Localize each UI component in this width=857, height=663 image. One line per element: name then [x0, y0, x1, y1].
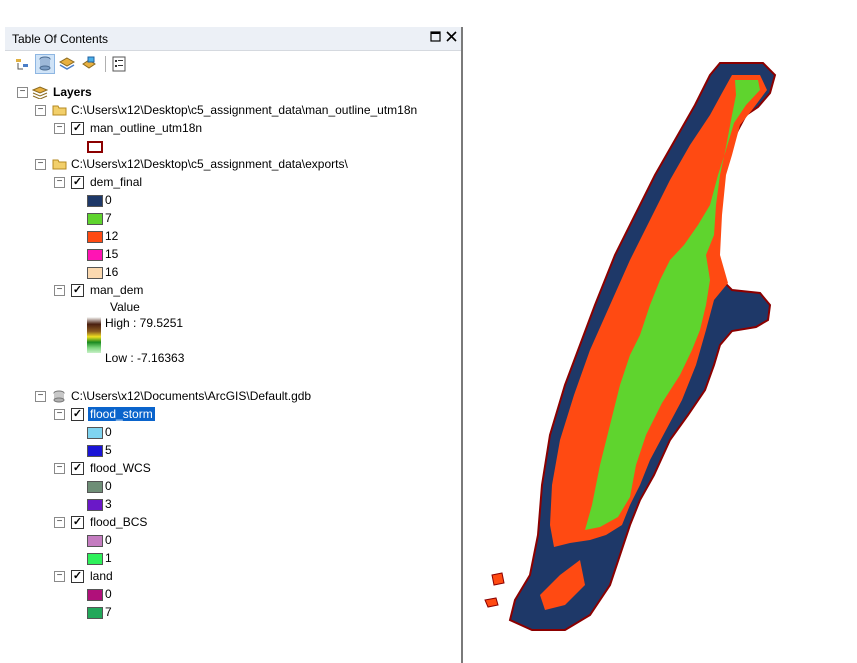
folder-icon	[52, 158, 67, 170]
color-ramp	[87, 317, 101, 353]
geodatabase-icon	[52, 390, 66, 403]
legend-swatch	[87, 213, 103, 225]
legend-swatch	[87, 267, 103, 279]
layer-visibility-checkbox[interactable]: ✓	[71, 408, 84, 421]
layer-visibility-checkbox[interactable]: ✓	[71, 570, 84, 583]
legend-label: 3	[105, 497, 112, 511]
legend-swatch	[87, 481, 103, 493]
legend-swatch	[87, 499, 103, 511]
legend-label: 15	[105, 247, 119, 261]
list-by-source-icon[interactable]	[35, 54, 55, 74]
collapse-icon[interactable]: −	[17, 87, 28, 98]
legend-label: 7	[105, 605, 112, 619]
legend-swatch	[87, 249, 103, 261]
layer-name[interactable]: dem_final	[90, 175, 143, 189]
tree-root: − Layers	[5, 84, 461, 101]
legend-swatch	[87, 195, 103, 207]
folder-icon	[52, 104, 67, 116]
legend-value-heading: Value	[110, 300, 140, 314]
layer-visibility-checkbox[interactable]: ✓	[71, 284, 84, 297]
layers-root-label[interactable]: Layers	[53, 85, 92, 99]
collapse-icon[interactable]: −	[35, 159, 46, 170]
data-source-path: C:\Users\x12\Desktop\c5_assignment_data\…	[71, 103, 418, 117]
list-by-drawing-order-icon[interactable]	[14, 55, 32, 73]
panel-splitter[interactable]	[461, 27, 463, 663]
collapse-icon[interactable]: −	[54, 571, 65, 582]
layers-icon	[31, 86, 49, 100]
data-source-path: C:\Users\x12\Documents\ArcGIS\Default.gd…	[71, 389, 312, 403]
collapse-icon[interactable]: −	[54, 517, 65, 528]
options-icon[interactable]	[110, 55, 128, 73]
legend-swatch	[87, 589, 103, 601]
collapse-icon[interactable]: −	[35, 391, 46, 402]
legend-high-label: High : 79.5251	[105, 316, 184, 330]
collapse-icon[interactable]: −	[54, 285, 65, 296]
legend-label: 0	[105, 533, 112, 547]
legend-label: 5	[105, 443, 112, 457]
maximize-icon[interactable]	[429, 31, 442, 44]
legend-label: 7	[105, 211, 112, 225]
toc-toolbar	[5, 51, 461, 77]
list-by-selection-icon[interactable]	[80, 55, 98, 73]
legend-swatch	[87, 607, 103, 619]
collapse-icon[interactable]: −	[54, 123, 65, 134]
layer-name[interactable]: land	[90, 569, 113, 583]
legend-label: 0	[105, 193, 112, 207]
table-of-contents-panel: Table Of Contents − Layers − C:\Users\x12\D…	[5, 27, 464, 663]
layer-name[interactable]: flood_WCS	[90, 461, 151, 475]
outline-swatch	[87, 141, 103, 153]
list-by-visibility-icon[interactable]	[58, 55, 76, 73]
legend-swatch	[87, 427, 103, 439]
toc-titlebar: Table Of Contents	[5, 27, 461, 51]
layer-visibility-checkbox[interactable]: ✓	[71, 122, 84, 135]
legend-swatch	[87, 553, 103, 565]
legend-label: 12	[105, 229, 119, 243]
legend-label: 0	[105, 587, 112, 601]
toc-title: Table Of Contents	[12, 32, 109, 46]
legend-swatch	[87, 445, 103, 457]
collapse-icon[interactable]: −	[54, 177, 65, 188]
close-icon[interactable]	[445, 31, 458, 44]
legend-swatch	[87, 231, 103, 243]
collapse-icon[interactable]: −	[35, 105, 46, 116]
layer-name[interactable]: flood_storm	[88, 407, 155, 421]
collapse-icon[interactable]: −	[54, 409, 65, 420]
legend-label: 0	[105, 425, 112, 439]
legend-swatch	[87, 535, 103, 547]
layer-visibility-checkbox[interactable]: ✓	[71, 176, 84, 189]
legend-low-label: Low : -7.16363	[105, 351, 185, 365]
legend-label: 1	[105, 551, 112, 565]
legend-label: 16	[105, 265, 119, 279]
layer-visibility-checkbox[interactable]: ✓	[71, 516, 84, 529]
manhattan-map	[484, 62, 777, 631]
toolbar-separator	[105, 56, 106, 72]
data-source-path: C:\Users\x12\Desktop\c5_assignment_data\…	[71, 157, 348, 171]
collapse-icon[interactable]: −	[54, 463, 65, 474]
layer-name[interactable]: flood_BCS	[90, 515, 148, 529]
layer-visibility-checkbox[interactable]: ✓	[71, 462, 84, 475]
layer-name[interactable]: man_dem	[90, 283, 144, 297]
layer-name[interactable]: man_outline_utm18n	[90, 121, 203, 135]
map-view[interactable]	[470, 55, 855, 640]
legend-label: 0	[105, 479, 112, 493]
